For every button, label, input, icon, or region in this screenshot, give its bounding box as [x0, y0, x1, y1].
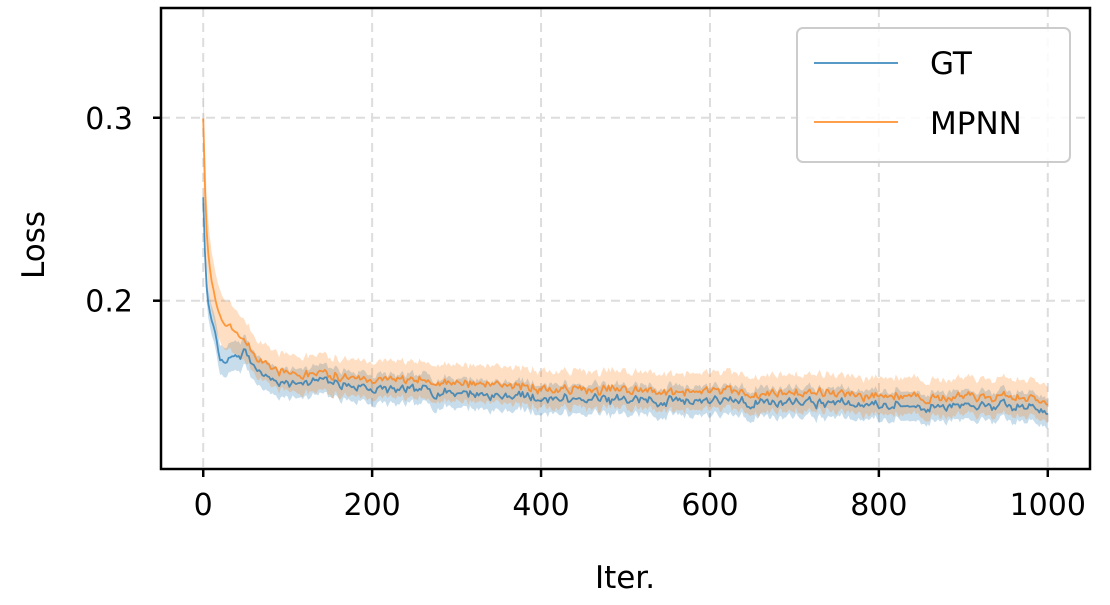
- legend-box: [796, 27, 1071, 163]
- x-tick-label: 200: [344, 488, 401, 523]
- axis-ticks: 0 200 400 600 800 1000 0.2 0.3: [85, 102, 1086, 523]
- x-tick-label: 0: [194, 488, 213, 523]
- legend: GT MPNN: [796, 27, 1071, 163]
- y-axis-label: Loss: [16, 211, 52, 279]
- x-tick-label: 600: [681, 488, 738, 523]
- line-gt: [202, 197, 1049, 416]
- series-lines: [202, 118, 1049, 416]
- grid: [161, 8, 1090, 469]
- y-tick-label: 0.2: [85, 285, 133, 320]
- plot-frame: [159, 6, 1092, 471]
- x-axis-label: Iter.: [595, 560, 655, 596]
- x-tick-label: 1000: [1010, 488, 1086, 523]
- y-tick-label: 0.3: [85, 102, 133, 137]
- legend-label-mpnn: MPNN: [930, 106, 1022, 142]
- line-mpnn: [202, 118, 1049, 406]
- x-tick-label: 800: [850, 488, 907, 523]
- legend-label-gt: GT: [930, 46, 973, 82]
- x-tick-label: 400: [512, 488, 569, 523]
- band-mpnn: [203, 72, 1048, 424]
